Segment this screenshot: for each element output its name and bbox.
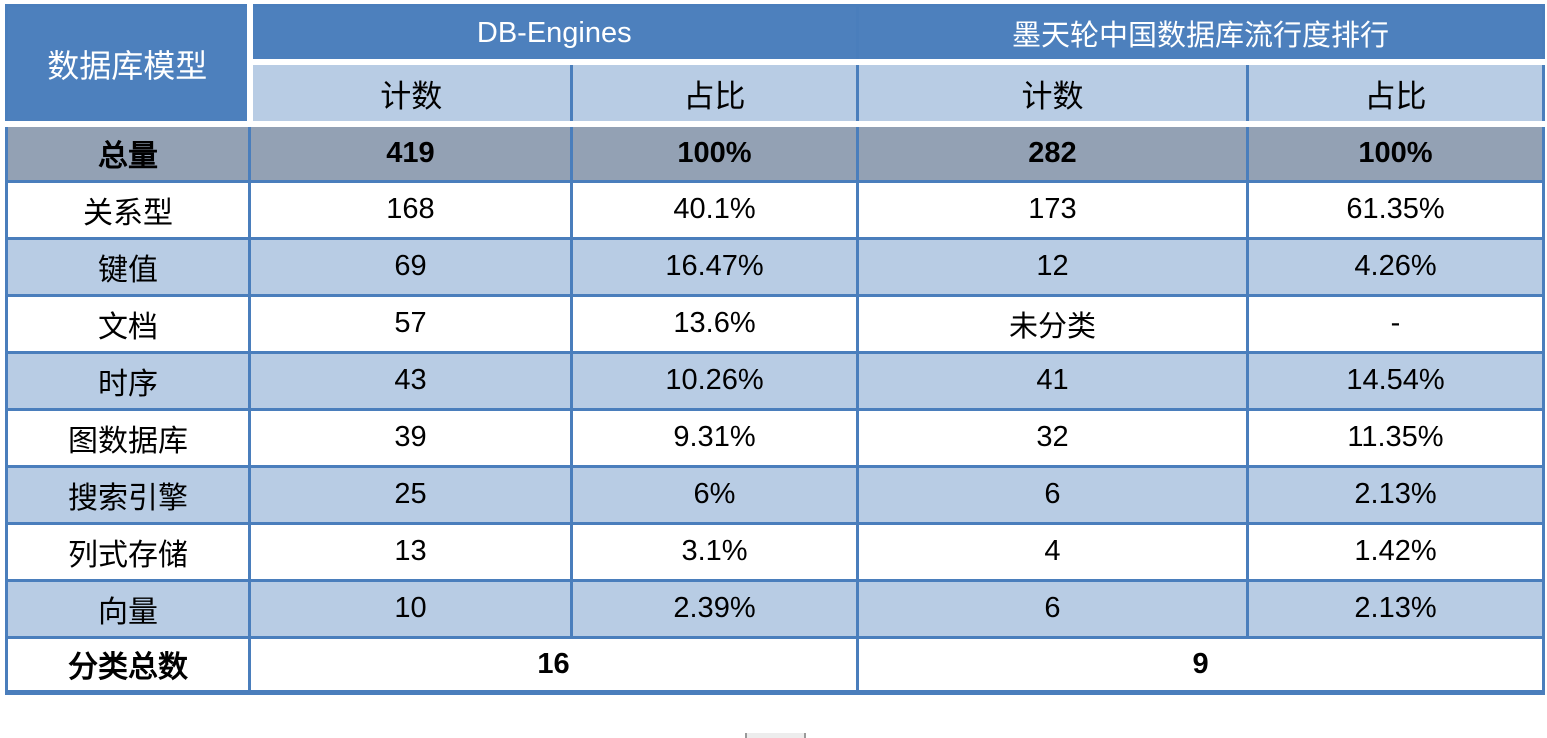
cell-motianlun-count: 173 bbox=[856, 179, 1249, 240]
cell-dbengines-count: 13 bbox=[248, 521, 573, 582]
cell-dbengines-share: 16.47% bbox=[570, 236, 859, 297]
table-row-document: 文档 57 13.6% 未分类 - bbox=[5, 293, 1546, 354]
subheader-motianlun-share: 占比 bbox=[1245, 60, 1546, 127]
table-row-total: 总量 419 100% 282 100% bbox=[5, 122, 1546, 183]
row-label: 键值 bbox=[5, 236, 251, 297]
cell-motianlun-count: 282 bbox=[856, 122, 1249, 183]
table-row-searchengine: 搜索引擎 25 6% 6 2.13% bbox=[5, 464, 1546, 525]
cell-dbengines-share: 2.39% bbox=[570, 578, 859, 639]
cell-dbengines-count: 43 bbox=[248, 350, 573, 411]
cell-motianlun-share: - bbox=[1245, 293, 1546, 354]
table-row-columnar: 列式存储 13 3.1% 4 1.42% bbox=[5, 521, 1546, 582]
corner-header-db-model: 数据库模型 bbox=[5, 4, 253, 127]
horizontal-scrollbar-fragment[interactable] bbox=[745, 733, 806, 738]
cell-motianlun-count: 41 bbox=[856, 350, 1249, 411]
sub-header-row: 计数 占比 计数 占比 bbox=[7, 60, 1546, 127]
table-row-vector: 向量 10 2.39% 6 2.13% bbox=[5, 578, 1546, 639]
table-row-graph: 图数据库 39 9.31% 32 11.35% bbox=[5, 407, 1546, 468]
cell-dbengines-count: 25 bbox=[248, 464, 573, 525]
cell-motianlun-count: 4 bbox=[856, 521, 1249, 582]
group-header-db-engines: DB-Engines bbox=[248, 4, 859, 65]
cell-dbengines-count: 10 bbox=[248, 578, 573, 639]
row-label: 分类总数 bbox=[5, 635, 251, 695]
row-label: 图数据库 bbox=[5, 407, 251, 468]
cell-motianlun-category-total: 9 bbox=[855, 635, 1546, 695]
subheader-dbengines-count: 计数 bbox=[248, 60, 573, 127]
cell-motianlun-share: 1.42% bbox=[1245, 521, 1546, 582]
row-label: 总量 bbox=[5, 122, 251, 183]
cell-dbengines-share: 100% bbox=[570, 122, 859, 183]
table-row-timeseries: 时序 43 10.26% 41 14.54% bbox=[5, 350, 1546, 411]
row-label: 文档 bbox=[5, 293, 251, 354]
cell-motianlun-share: 100% bbox=[1245, 122, 1546, 183]
cell-dbengines-share: 13.6% bbox=[570, 293, 859, 354]
cell-dbengines-share: 6% bbox=[570, 464, 859, 525]
cell-dbengines-share: 9.31% bbox=[570, 407, 859, 468]
cell-motianlun-share: 2.13% bbox=[1245, 578, 1546, 639]
cell-dbengines-share: 40.1% bbox=[570, 179, 859, 240]
subheader-motianlun-count: 计数 bbox=[856, 60, 1249, 127]
group-header-row: 数据库模型 DB-Engines 墨天轮中国数据库流行度排行 bbox=[5, 4, 1546, 127]
row-label: 搜索引擎 bbox=[5, 464, 251, 525]
cell-dbengines-share: 10.26% bbox=[570, 350, 859, 411]
cell-motianlun-count: 6 bbox=[856, 464, 1249, 525]
table-row-relational: 关系型 168 40.1% 173 61.35% bbox=[5, 179, 1546, 240]
row-label: 关系型 bbox=[5, 179, 251, 240]
cell-dbengines-count: 69 bbox=[248, 236, 573, 297]
row-label: 向量 bbox=[5, 578, 251, 639]
subheader-dbengines-share: 占比 bbox=[570, 60, 859, 127]
table-row-keyvalue: 键值 69 16.47% 12 4.26% bbox=[5, 236, 1546, 297]
row-label: 时序 bbox=[5, 350, 251, 411]
row-label: 列式存储 bbox=[5, 521, 251, 582]
table-row-category-total: 分类总数 16 9 bbox=[5, 635, 1546, 695]
cell-motianlun-share: 61.35% bbox=[1245, 179, 1546, 240]
cell-dbengines-share: 3.1% bbox=[570, 521, 859, 582]
cell-dbengines-count: 419 bbox=[248, 122, 573, 183]
cell-motianlun-count: 12 bbox=[856, 236, 1249, 297]
cell-dbengines-count: 57 bbox=[248, 293, 573, 354]
cell-dbengines-category-total: 16 bbox=[248, 635, 859, 695]
cell-motianlun-share: 4.26% bbox=[1245, 236, 1546, 297]
cell-dbengines-count: 39 bbox=[248, 407, 573, 468]
db-model-comparison-table: 数据库模型 DB-Engines 墨天轮中国数据库流行度排行 计数 占比 计数 … bbox=[5, 4, 1546, 695]
cell-dbengines-count: 168 bbox=[248, 179, 573, 240]
cell-motianlun-count: 32 bbox=[856, 407, 1249, 468]
cell-motianlun-count: 未分类 bbox=[856, 293, 1249, 354]
cell-motianlun-share: 11.35% bbox=[1245, 407, 1546, 468]
cell-motianlun-share: 2.13% bbox=[1245, 464, 1546, 525]
cell-motianlun-count: 6 bbox=[856, 578, 1249, 639]
group-header-motianlun: 墨天轮中国数据库流行度排行 bbox=[855, 4, 1546, 65]
cell-motianlun-share: 14.54% bbox=[1245, 350, 1546, 411]
